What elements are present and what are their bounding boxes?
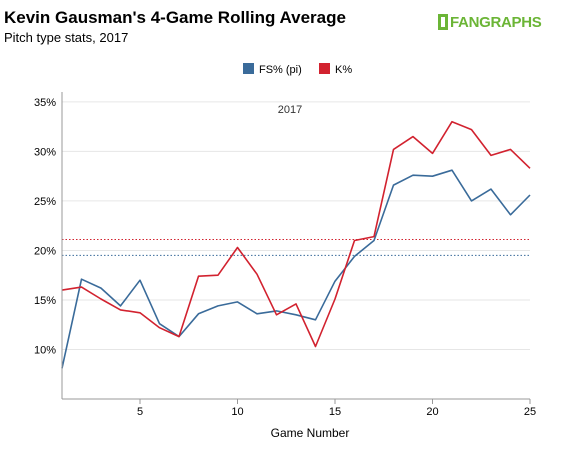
x-tick-label: 15	[329, 406, 341, 418]
series-lines	[61, 120, 531, 369]
reference-lines	[62, 239, 530, 256]
legend-label: K%	[335, 64, 352, 76]
x-tick-label: 10	[231, 406, 243, 418]
chart-title: Kevin Gausman's 4-Game Rolling Average	[4, 8, 346, 27]
y-tick-label: 10%	[34, 344, 56, 356]
fs-series-line	[61, 169, 531, 369]
y-tick-label: 20%	[34, 245, 56, 257]
x-tick-label: 5	[137, 406, 143, 418]
fangraphs-logo-text: FANGRAPHS	[450, 13, 542, 31]
axes: 10% 15% 20% 25% 30% 35% 5 10 15 20 25	[34, 92, 536, 418]
y-tick-label: 30%	[34, 146, 56, 158]
x-tick-label: 20	[426, 406, 438, 418]
legend: FS% (pi) K%	[243, 63, 352, 76]
y-tick-label: 35%	[34, 97, 56, 109]
y-tick-label: 15%	[34, 295, 56, 307]
grid-lines	[62, 101, 530, 350]
legend-swatch	[243, 63, 254, 74]
fangraphs-logo-icon	[438, 14, 448, 30]
y-tick-label: 25%	[34, 196, 56, 208]
x-tick-label: 25	[524, 406, 536, 418]
legend-item-k: K%	[319, 63, 352, 76]
legend-item-fs: FS% (pi)	[243, 63, 302, 76]
chart-subtitle: Pitch type stats, 2017	[4, 30, 129, 45]
k-series-line	[61, 120, 531, 348]
fangraphs-logo: FANGRAPHS	[438, 13, 542, 31]
year-annotation: 2017	[278, 104, 302, 116]
legend-swatch	[319, 63, 330, 74]
legend-label: FS% (pi)	[259, 64, 302, 76]
x-axis-label: Game Number	[271, 426, 350, 440]
